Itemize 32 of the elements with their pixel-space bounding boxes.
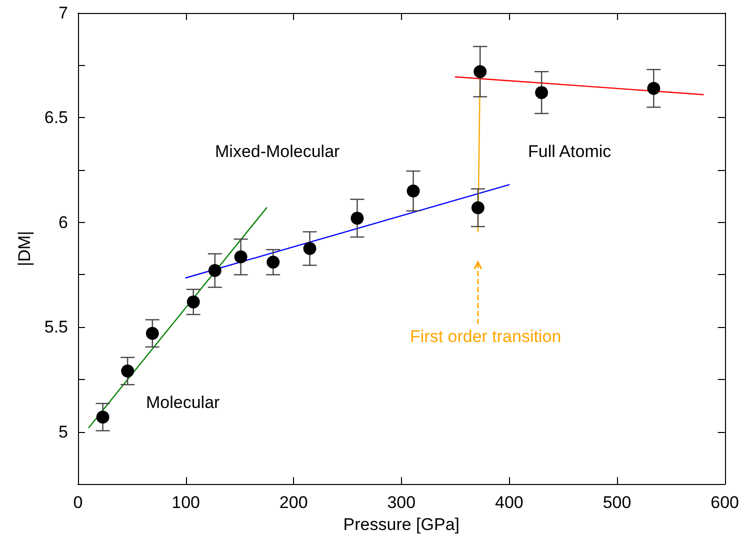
- x-tick-label: 600: [710, 493, 740, 512]
- annotation: Full Atomic: [528, 142, 612, 161]
- point: [471, 201, 484, 214]
- point: [266, 256, 280, 269]
- point: [350, 212, 364, 225]
- annotation: First order transition: [410, 327, 562, 346]
- point: [234, 250, 248, 264]
- annotation: Mixed-Molecular: [215, 142, 340, 161]
- point: [96, 410, 110, 424]
- x-tick-label: 0: [73, 493, 83, 512]
- point: [146, 326, 159, 340]
- y-tick-label: 5.5: [44, 318, 68, 337]
- x-axis-title: Pressure [GPa]: [343, 515, 460, 534]
- point: [474, 65, 487, 78]
- point: [208, 264, 222, 278]
- annotation: Molecular: [146, 393, 220, 412]
- x-tick-label: 400: [495, 493, 524, 512]
- y-tick-label: 7: [58, 4, 68, 22]
- y-tick-label: 6: [58, 212, 68, 232]
- x-tick-label: 500: [602, 493, 632, 512]
- y-axis-title: |DM|: [15, 230, 34, 266]
- point: [121, 364, 134, 378]
- point: [647, 82, 660, 95]
- point: [303, 242, 316, 256]
- y-tick-label: 5: [58, 422, 68, 442]
- point: [186, 295, 200, 308]
- point: [406, 184, 420, 198]
- y-tick-label: 6.5: [44, 108, 68, 128]
- x-tick-label: 300: [387, 493, 416, 512]
- x-tick-label: 200: [279, 493, 308, 512]
- point: [535, 86, 548, 100]
- x-tick-label: 100: [172, 493, 200, 512]
